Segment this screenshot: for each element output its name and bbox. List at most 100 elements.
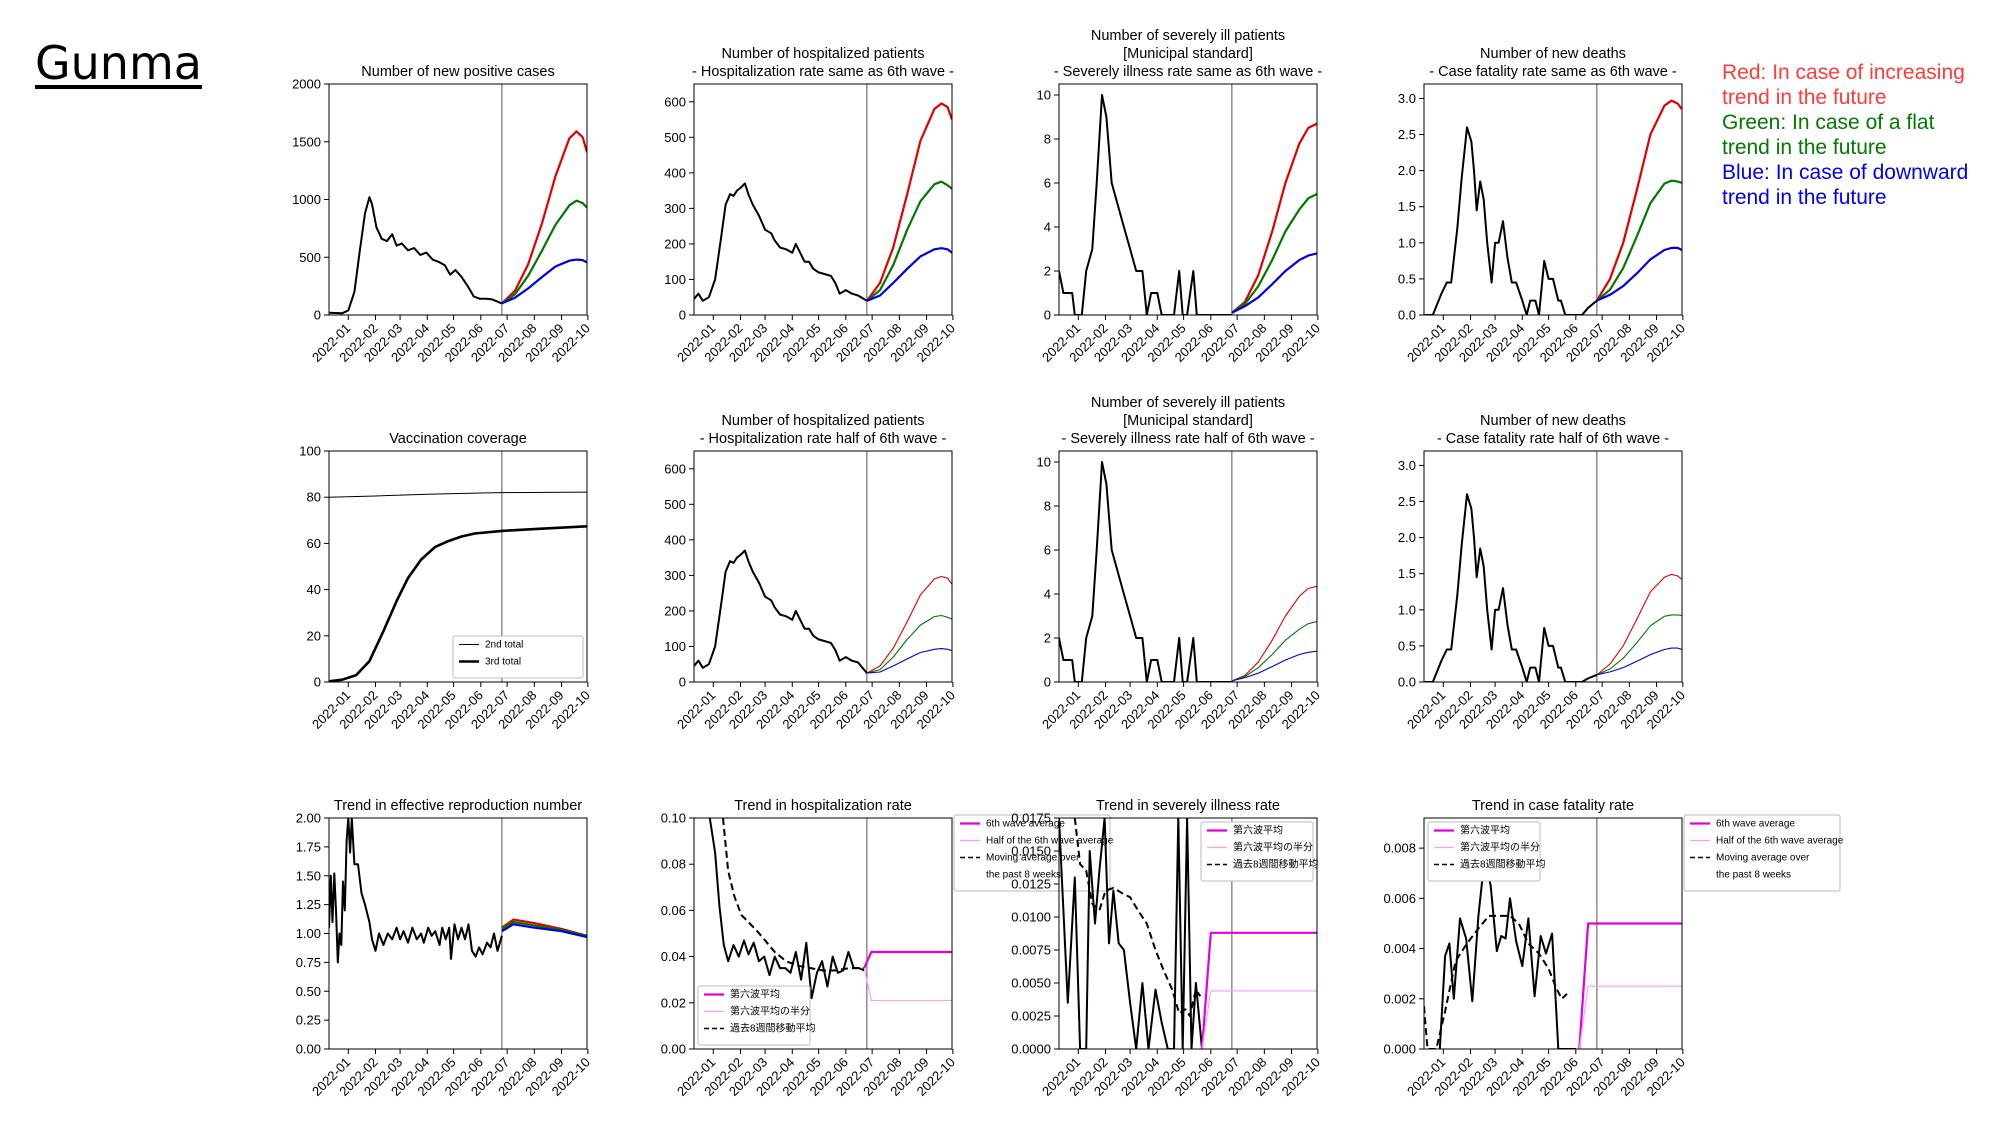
y-tick-label: 1.25 <box>296 897 321 912</box>
chart-title: Number of new positive cases <box>361 64 554 80</box>
series-2nd-total <box>329 491 587 498</box>
y-tick-label: 80 <box>307 490 321 505</box>
series-downward <box>1596 246 1682 302</box>
legend-label: 6th wave average <box>986 819 1065 830</box>
series-increasing <box>501 130 587 305</box>
chart-deaths-same: Number of new deaths - Case fatality rate… <box>1398 46 1688 365</box>
y-tick-label: 0 <box>679 675 686 690</box>
y-tick-label: 2.0 <box>1398 530 1416 545</box>
y-tick-label: 0 <box>314 675 321 690</box>
series-increasing <box>866 575 952 674</box>
y-tick-label: 0.0000 <box>1011 1042 1051 1057</box>
chart-title: Trend in hospitalization rate <box>734 798 912 814</box>
series-weekly <box>1438 857 1576 1049</box>
y-tick-label: 0.002 <box>1383 991 1416 1006</box>
legend-label: 第六波平均 <box>1233 824 1283 837</box>
chart-title: Number of new deaths <box>1480 46 1626 62</box>
chart-rt-trend: Trend in effective reproduction number 0.… <box>296 798 593 1099</box>
y-tick-label: 0.0050 <box>1011 976 1051 991</box>
series-3rd-total <box>329 525 587 682</box>
series-flat <box>501 920 587 937</box>
legend-label: 6th wave average <box>1716 819 1795 830</box>
y-tick-label: 1.75 <box>296 839 321 854</box>
chart-hosp-half: Number of hospitalized patients - Hospita… <box>664 413 958 732</box>
y-tick-label: 500 <box>664 497 686 512</box>
chart-title: - Severely illness rate half of 6th wave… <box>1061 431 1314 447</box>
legend-label: 過去8週間移動平均 <box>1233 858 1319 871</box>
legend-label: 3rd total <box>485 657 521 668</box>
y-tick-label: 400 <box>664 532 686 547</box>
legend-label: 過去8週間移動平均 <box>730 1022 816 1035</box>
y-tick-label: 10 <box>1037 88 1051 103</box>
y-tick-label: 600 <box>664 94 686 109</box>
legend-note-line-5: trend in the future <box>1722 186 1887 209</box>
y-tick-label: 2.5 <box>1398 127 1416 142</box>
y-tick-label: 2 <box>1044 631 1051 646</box>
chart-title: Number of hospitalized patients <box>721 46 924 62</box>
legend: 2nd total 3rd total <box>452 635 584 679</box>
y-tick-label: 300 <box>664 568 686 583</box>
chart-new-cases: Number of new positive cases 0 500 1000 1500… <box>292 64 593 365</box>
plot-frame <box>1058 817 1318 1050</box>
y-tick-label: 6 <box>1044 543 1051 558</box>
y-tick-label: 0.0 <box>1398 308 1416 323</box>
legend-label: 第六波平均の半分 <box>730 1005 810 1018</box>
chart-title: Trend in effective reproduction number <box>334 798 582 814</box>
y-tick-label: 200 <box>664 603 686 618</box>
series-observed <box>329 818 503 964</box>
y-tick-label: 0.00 <box>296 1042 321 1057</box>
legend-label: Moving average over <box>986 853 1080 864</box>
plot-frame <box>328 83 588 316</box>
y-tick-label: 2 <box>1044 264 1051 279</box>
y-tick-label: 1.00 <box>296 926 321 941</box>
series-observed <box>1424 493 1598 682</box>
y-tick-label: 0.0125 <box>1011 877 1051 892</box>
y-tick-label: 0.5 <box>1398 271 1416 286</box>
y-tick-label: 40 <box>307 582 321 597</box>
y-tick-label: 0.50 <box>296 984 321 999</box>
chart-title: Number of severely ill patients <box>1091 28 1285 44</box>
chart-deaths-half: Number of new deaths - Case fatality rate… <box>1398 413 1688 732</box>
y-tick-label: 0.75 <box>296 955 321 970</box>
y-tick-label: 100 <box>664 272 686 287</box>
series-downward <box>1231 252 1317 314</box>
chart-hosp-same: Number of hospitalized patients - Hospita… <box>664 46 958 365</box>
plot-frame <box>1423 450 1683 683</box>
y-tick-label: 1000 <box>292 192 321 207</box>
page-title: Gunma <box>35 36 202 90</box>
series-flat <box>866 614 952 674</box>
series-observed <box>329 196 503 315</box>
plot-frame <box>328 450 588 683</box>
plot-frame <box>328 817 588 1050</box>
chart-cfr-trend: Trend in case fatality rate 0.000 0.002 0.0… <box>1383 798 1843 1099</box>
y-tick-label: 0.0150 <box>1011 844 1051 859</box>
series-observed <box>1059 94 1232 315</box>
series-flat <box>1231 193 1317 314</box>
series-downward <box>501 923 587 939</box>
legend-label: the past 8 weeks <box>1716 870 1791 881</box>
series-6th-wave-average <box>863 950 952 969</box>
y-tick-label: 60 <box>307 536 321 551</box>
y-tick-label: 0.008 <box>1383 841 1416 856</box>
y-tick-label: 200 <box>664 236 686 251</box>
chart-title: - Severely illness rate same as 6th wave… <box>1054 64 1323 80</box>
chart-title: [Municipal standard] <box>1123 46 1253 62</box>
series-weekly <box>1059 818 1203 1049</box>
series-moving-average <box>722 818 865 972</box>
y-tick-label: 10 <box>1037 455 1051 470</box>
chart-title: - Case fatality rate half of 6th wave - <box>1437 431 1669 447</box>
series-downward <box>1596 647 1682 676</box>
series-observed <box>694 182 868 302</box>
y-tick-label: 100 <box>299 444 321 459</box>
chart-severe-same: Number of severely ill patients [Municipa… <box>1037 28 1323 365</box>
y-tick-label: 300 <box>664 201 686 216</box>
series-half-of-6th-wave-average <box>1201 990 1317 1049</box>
y-tick-label: 0.004 <box>1383 941 1416 956</box>
legend-note-line-4: Blue: In case of downward <box>1722 161 1969 184</box>
plot-frame <box>693 817 953 1050</box>
y-tick-label: 0.0025 <box>1011 1009 1051 1024</box>
legend-label: the past 8 weeks <box>986 870 1061 881</box>
legend-label: 第六波平均 <box>730 988 780 1001</box>
legend-note-line-2: Green: In case of a flat <box>1722 111 1935 134</box>
